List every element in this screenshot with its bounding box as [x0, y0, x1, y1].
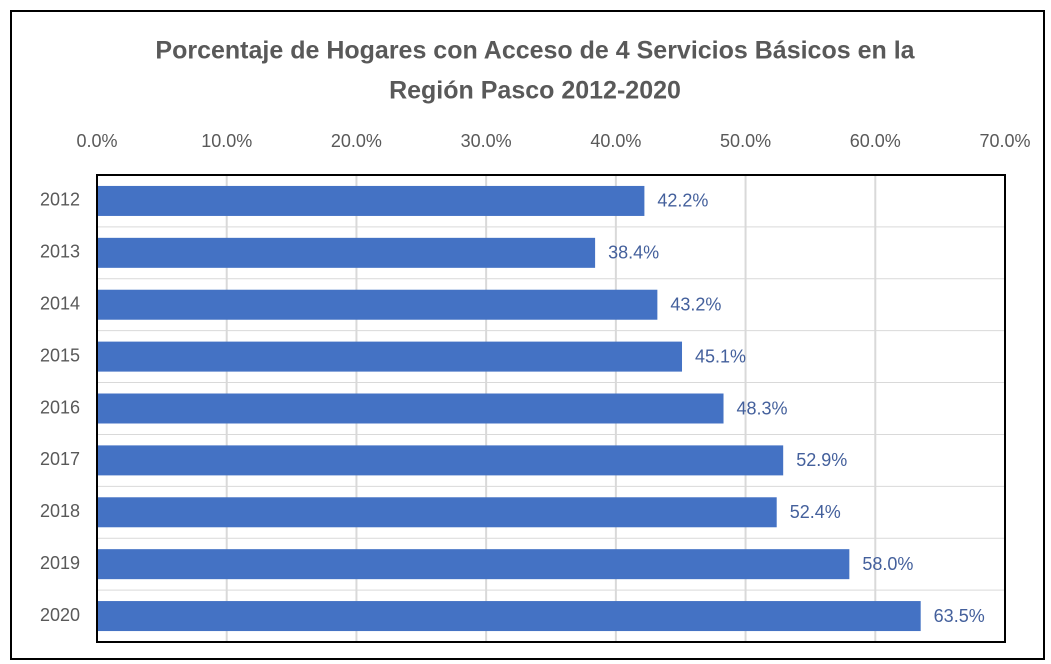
bar [97, 445, 784, 476]
data-label: 48.3% [737, 398, 788, 418]
data-label: 63.5% [934, 606, 985, 626]
x-tick-label: 50.0% [720, 131, 771, 151]
y-tick-label: 2012 [40, 190, 80, 210]
y-tick-label: 2016 [40, 397, 80, 417]
bar [97, 289, 658, 320]
x-tick-label: 0.0% [76, 131, 117, 151]
y-tick-label: 2017 [40, 449, 80, 469]
data-label: 42.2% [657, 191, 708, 211]
x-tick-label: 70.0% [979, 131, 1030, 151]
bar [97, 237, 596, 268]
plot-frame [96, 174, 1006, 643]
bar [97, 341, 683, 372]
data-label: 58.0% [862, 554, 913, 574]
data-label: 43.2% [670, 294, 721, 314]
y-tick-label: 2019 [40, 553, 80, 573]
data-label: 38.4% [608, 243, 659, 263]
data-label: 52.4% [790, 502, 841, 522]
bar [97, 497, 777, 528]
x-tick-label: 60.0% [850, 131, 901, 151]
x-tick-label: 20.0% [331, 131, 382, 151]
x-tick-label: 30.0% [461, 131, 512, 151]
bar [97, 185, 645, 216]
chart-title: Porcentaje de Hogares con Acceso de 4 Se… [155, 37, 915, 65]
y-tick-label: 2015 [40, 345, 80, 365]
bar [97, 393, 724, 424]
data-label: 52.9% [796, 450, 847, 470]
chart-title: Región Pasco 2012-2020 [389, 77, 681, 105]
y-tick-label: 2020 [40, 605, 80, 625]
data-label: 45.1% [695, 346, 746, 366]
bar [97, 549, 850, 580]
y-tick-label: 2018 [40, 501, 80, 521]
bar [97, 601, 921, 632]
x-tick-label: 10.0% [201, 131, 252, 151]
y-tick-label: 2014 [40, 293, 80, 313]
x-tick-label: 40.0% [590, 131, 641, 151]
y-tick-label: 2013 [40, 242, 80, 262]
